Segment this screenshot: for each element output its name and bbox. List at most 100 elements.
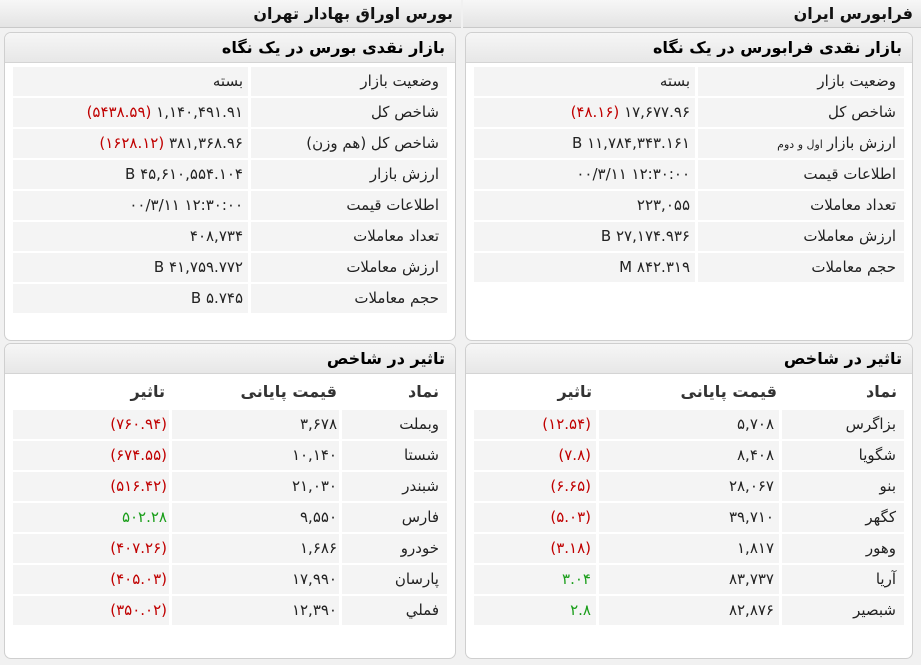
impact-row: کگهر ۳۹,۷۱۰ (۵.۰۳) <box>474 503 904 532</box>
cell-divider <box>339 503 342 532</box>
impact-symbol[interactable]: پارسان <box>394 570 439 588</box>
impact-row: بنو ۲۸,۰۶۷ (۶.۶۵) <box>474 472 904 501</box>
impact-symbol[interactable]: کگهر <box>865 508 896 526</box>
cell-divider <box>695 222 698 251</box>
overview-label: ارزش معاملات <box>346 253 439 282</box>
overview-label-text: وضعیت بازار <box>360 72 439 90</box>
impact-price: ۲۱,۰۳۰ <box>291 477 337 495</box>
overview-value-text: ۵.۷۴۵ B <box>190 289 243 307</box>
impact-row: پارسان ۱۷,۹۹۰ (۴۰۵.۰۳) <box>13 565 447 594</box>
bourse-overview-card: بازار نقدی بورس در یک نگاه وضعیت بازار بس… <box>4 32 456 341</box>
overview-value: ۱۱,۷۸۴,۳۴۳.۱۶۱ B <box>572 129 690 158</box>
overview-value-text: ۴۰۸,۷۳۴ <box>189 227 243 245</box>
cell-divider <box>596 441 599 470</box>
col-symbol: نماد <box>408 382 439 401</box>
overview-label-text: شاخص کل (هم وزن) <box>306 134 439 152</box>
impact-price: ۳,۶۷۸ <box>300 415 337 433</box>
overview-label: ارزش بازار <box>370 160 439 189</box>
col-impact: تاثیر <box>557 382 592 401</box>
impact-value: (۵.۰۳) <box>550 508 591 526</box>
impact-price: ۹,۵۵۰ <box>300 508 337 526</box>
overview-row: وضعیت بازار بسته <box>474 67 904 96</box>
overview-label: شاخص کل <box>371 98 439 127</box>
overview-row: تعداد معاملات ۲۲۳,۰۵۵ <box>474 191 904 220</box>
fara-overview-card: بازار نقدی فرابورس در یک نگاه وضعیت بازا… <box>465 32 913 341</box>
overview-value-text: ۱۲:۳۰:۰۰ ۰۰/۳/۱۱ <box>576 165 690 183</box>
impact-price: ۱۷,۹۹۰ <box>291 570 337 588</box>
overview-label-text: ارزش بازار <box>369 165 439 183</box>
overview-value: ۱۲:۳۰:۰۰ ۰۰/۳/۱۱ <box>129 191 243 220</box>
overview-label: ارزش بازاراول و دوم <box>777 129 896 159</box>
overview-label: اطلاعات قیمت <box>803 160 896 189</box>
cell-divider <box>596 472 599 501</box>
impact-symbol[interactable]: شبصیر <box>853 601 896 619</box>
impact-symbol[interactable]: وبملت <box>399 415 439 433</box>
overview-label: وضعیت بازار <box>817 67 896 96</box>
cell-divider <box>695 160 698 189</box>
impact-symbol[interactable]: وهور <box>865 539 896 557</box>
cell-divider <box>596 410 599 439</box>
overview-value: ۱۷,۶۷۷.۹۶ (۴۸.۱۶) <box>571 98 690 127</box>
overview-change: (۵۴۳۸.۵۹) <box>86 103 152 121</box>
cell-divider <box>695 191 698 220</box>
impact-symbol[interactable]: شبندر <box>402 477 439 495</box>
cell-divider <box>169 596 172 625</box>
cell-divider <box>596 596 599 625</box>
impact-price: ۱,۶۸۶ <box>300 539 337 557</box>
impact-symbol[interactable]: خودرو <box>400 539 439 557</box>
impact-row: بزاگرس ۵,۷۰۸ (۱۲.۵۴) <box>474 410 904 439</box>
impact-row: خودرو ۱,۶۸۶ (۴۰۷.۲۶) <box>13 534 447 563</box>
overview-label-text: وضعیت بازار <box>817 72 896 90</box>
impact-symbol[interactable]: شگویا <box>858 446 896 464</box>
impact-value: (۶۷۴.۵۵) <box>110 446 167 464</box>
cell-divider <box>169 472 172 501</box>
overview-row: ارزش بازار ۴۵,۶۱۰,۵۵۴.۱۰۴ B <box>13 160 447 189</box>
impact-symbol[interactable]: فملي <box>405 601 439 619</box>
col-symbol: نماد <box>866 382 897 401</box>
cell-divider <box>248 284 251 313</box>
overview-value: ۲۲۳,۰۵۵ <box>637 191 690 220</box>
impact-row: وهور ۱,۸۱۷ (۳.۱۸) <box>474 534 904 563</box>
cell-divider <box>339 410 342 439</box>
overview-value: بسته <box>660 67 690 96</box>
cell-divider <box>695 67 698 96</box>
impact-value: ۲.۸ <box>570 601 591 619</box>
impact-value: (۴۰۷.۲۶) <box>110 539 167 557</box>
impact-symbol[interactable]: بزاگرس <box>845 415 896 433</box>
fara-overview-title: بازار نقدی فرابورس در یک نگاه <box>466 33 912 63</box>
cell-divider <box>248 98 251 127</box>
cell-divider <box>339 534 342 563</box>
impact-symbol[interactable]: فارس <box>401 508 439 526</box>
impact-symbol[interactable]: شستا <box>403 446 439 464</box>
cell-divider <box>248 129 251 158</box>
overview-label-text: حجم معاملات <box>811 258 896 276</box>
impact-value: (۷.۸) <box>558 446 591 464</box>
overview-value-text: ۴۵,۶۱۰,۵۵۴.۱۰۴ B <box>124 165 243 183</box>
bourse-impact-title: تاثیر در شاخص <box>5 344 455 374</box>
impact-row: شبصیر ۸۲,۸۷۶ ۲.۸ <box>474 596 904 625</box>
cell-divider <box>779 441 782 470</box>
cell-divider <box>596 503 599 532</box>
overview-label-text: ارزش معاملات <box>803 227 896 245</box>
cell-divider <box>169 565 172 594</box>
overview-value: ۱,۱۴۰,۴۹۱.۹۱ (۵۴۳۸.۵۹) <box>87 98 243 127</box>
overview-label-text: شاخص کل <box>827 103 896 121</box>
cell-divider <box>339 472 342 501</box>
cell-divider <box>596 534 599 563</box>
overview-value-text: ۱۷,۶۷۷.۹۶ <box>624 103 690 121</box>
overview-value-text: ۱۲:۳۰:۰۰ ۰۰/۳/۱۱ <box>129 196 243 214</box>
impact-symbol[interactable]: بنو <box>879 477 896 495</box>
col-impact: تاثیر <box>130 382 165 401</box>
impact-value: (۱۲.۵۴) <box>542 415 591 433</box>
overview-row: شاخص کل ۱,۱۴۰,۴۹۱.۹۱ (۵۴۳۸.۵۹) <box>13 98 447 127</box>
impact-value: (۷۶۰.۹۴) <box>110 415 167 433</box>
cell-divider <box>779 410 782 439</box>
fara-impact-card: تاثیر در شاخص نماد قیمت پایانی تاثیر بزا… <box>465 343 913 659</box>
impact-value: (۳.۱۸) <box>550 539 591 557</box>
overview-value-text: بسته <box>212 72 243 90</box>
fara-impact-title: تاثیر در شاخص <box>466 344 912 374</box>
overview-label-text: تعداد معاملات <box>810 196 896 214</box>
impact-price: ۵,۷۰۸ <box>737 415 774 433</box>
impact-symbol[interactable]: آریا <box>875 570 896 588</box>
overview-value: ۸۴۲.۳۱۹ M <box>619 253 690 282</box>
